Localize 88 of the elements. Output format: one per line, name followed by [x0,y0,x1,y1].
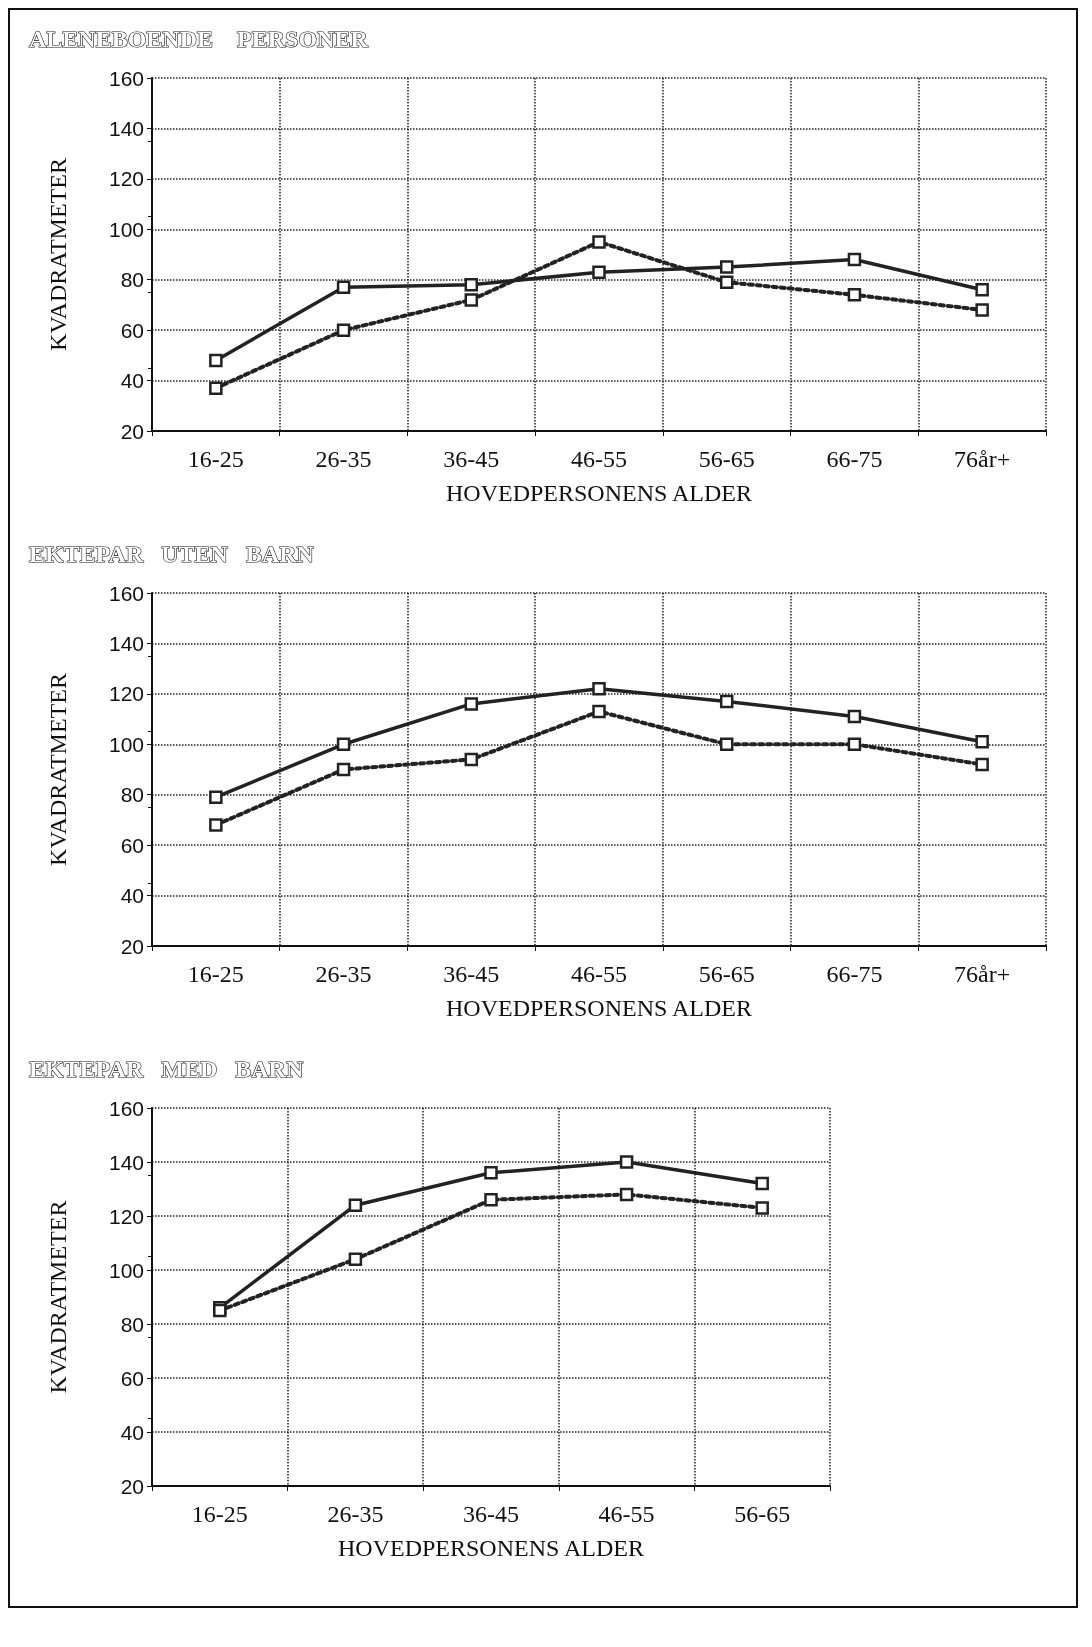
y-tick-label: 40 [120,369,144,393]
x-axis-title: HOVEDPERSONENS ALDER [445,995,753,1021]
y-tick-label: 140 [108,631,144,655]
x-tick-label: 76år+ [954,961,1011,987]
point [975,735,989,749]
point [464,697,479,711]
x-tick-label: 46-55 [598,1501,655,1527]
point [348,1198,363,1212]
y-tick-label: 80 [120,783,144,807]
y-tick-label: 20 [120,934,144,958]
x-tick-label: 56-65 [698,961,755,987]
point [847,737,862,752]
y-tick-label: 100 [108,217,144,241]
point [592,235,606,249]
y-tick-label: 160 [108,66,144,90]
point [619,1155,634,1169]
point [336,280,351,295]
point [464,752,479,767]
y-tick-label: 20 [120,1474,144,1498]
point [592,265,606,279]
x-tick-label: 16-25 [191,1501,248,1527]
point [209,353,223,368]
point [484,1166,498,1180]
point [719,260,734,274]
y-tick-label: 140 [108,1150,144,1174]
point [719,694,734,709]
y-tick-label: 160 [108,1096,144,1120]
x-tick-label: 46-55 [571,446,627,472]
point [464,278,479,292]
y-axis-title: KVADRATMETER [45,1200,71,1394]
point [975,283,989,297]
y-tick-label: 80 [120,268,144,292]
y-tick-label: 160 [108,581,144,605]
x-tick-label: 66-75 [826,961,883,987]
chart-title: EKTEPAR UTEN BARN [29,541,315,567]
y-tick-label: 140 [108,116,144,140]
y-tick-label: 60 [120,833,144,857]
x-tick-label: 56-65 [698,446,755,472]
x-tick-label: 16-25 [187,961,244,987]
point [209,818,223,832]
point [755,1176,769,1191]
x-tick-label: 26-35 [315,446,372,472]
x-tick-label: 66-75 [826,446,883,472]
chart-title: ALENEBOENDE PERSONER [29,26,369,52]
point [592,704,606,719]
y-tick-label: 20 [120,419,144,443]
point [209,381,223,395]
x-tick-label: 26-35 [327,1501,384,1527]
y-axis-title: KVADRATMETER [45,158,71,351]
y-tick-label: 100 [108,1258,144,1282]
x-tick-label: 36-45 [443,446,500,472]
x-tick-label: 16-25 [187,446,244,472]
y-tick-label: 120 [108,167,144,191]
point [847,288,862,302]
y-tick-label: 60 [120,318,144,342]
point [719,275,734,289]
x-tick-label: 26-35 [315,961,372,987]
y-tick-label: 40 [120,1420,144,1444]
y-tick-label: 40 [120,884,144,908]
point [209,790,223,804]
y-tick-label: 80 [120,1312,144,1336]
point [847,252,862,267]
x-axis-title: HOVEDPERSONENS ALDER [445,480,753,506]
point [348,1252,363,1266]
point [484,1193,498,1207]
y-tick-label: 60 [120,1366,144,1390]
chart-title: EKTEPAR MED BARN [29,1056,304,1082]
y-axis-title: KVADRATMETER [45,673,71,866]
x-tick-label: 76år+ [954,446,1011,472]
point [975,757,989,772]
x-axis-title: HOVEDPERSONENS ALDER [337,1535,645,1561]
y-tick-label: 120 [108,1204,144,1228]
point [847,709,862,724]
point [592,682,606,696]
x-tick-label: 46-55 [571,961,627,987]
x-tick-label: 56-65 [734,1501,791,1527]
x-tick-label: 36-45 [443,961,500,987]
point [619,1187,634,1202]
point [336,323,351,337]
y-tick-label: 120 [108,682,144,706]
point [975,303,989,317]
point [755,1201,769,1215]
x-tick-label: 36-45 [463,1501,519,1527]
point [464,293,479,307]
point [336,737,351,752]
point [336,762,351,777]
y-tick-label: 100 [108,732,144,756]
point [719,737,734,752]
